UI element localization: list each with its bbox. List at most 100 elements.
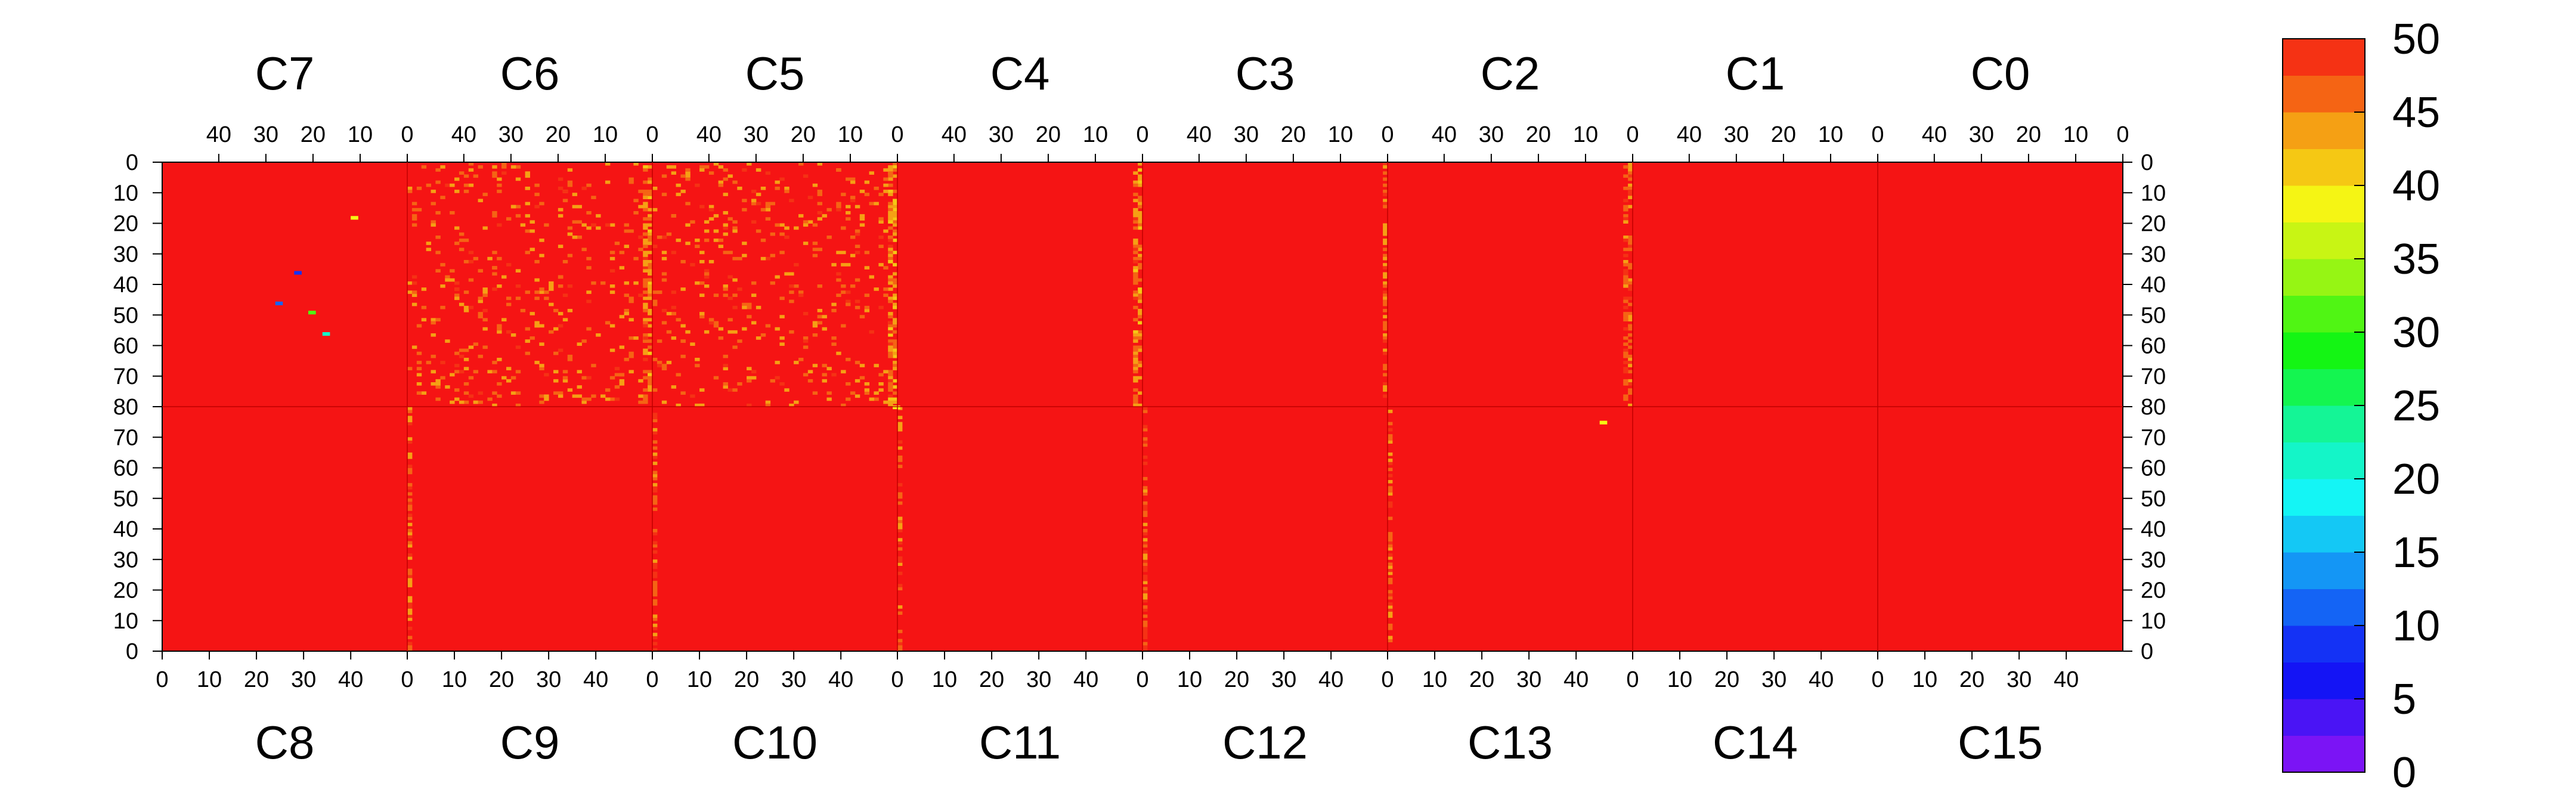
hot-cell — [652, 636, 658, 639]
speckle-cell — [577, 220, 582, 224]
bottom-x-tick-label: 10 — [1667, 667, 1692, 692]
speckle-cell — [549, 302, 554, 306]
speckle-cell — [859, 315, 865, 318]
right-y-tick-label: 40 — [2141, 517, 2166, 542]
hot-cell — [1623, 348, 1628, 352]
top-x-tick-label: 10 — [1818, 122, 1843, 147]
hot-cell — [1133, 305, 1138, 309]
top-x-tick-label: 30 — [1724, 122, 1749, 147]
speckle-cell — [596, 226, 601, 230]
right-y-tick-label: 10 — [2141, 181, 2166, 206]
speckle-cell — [431, 223, 436, 227]
speckle-cell — [888, 330, 893, 334]
speckle-cell — [440, 165, 445, 169]
speckle-cell — [468, 168, 474, 172]
hot-cell — [1133, 275, 1138, 279]
speckle-cell — [874, 391, 879, 395]
bottom-x-tick-label: 20 — [979, 667, 1004, 692]
top-x-tick-label: 20 — [791, 122, 816, 147]
hot-cell — [1388, 602, 1393, 606]
speckle-cell — [817, 309, 823, 312]
speckle-cell — [478, 391, 483, 395]
colorbar-tick-label: 15 — [2392, 529, 2440, 577]
hot-cell — [1383, 394, 1388, 398]
hot-cell — [652, 529, 658, 532]
speckle-cell — [468, 278, 474, 282]
hot-cell — [1623, 370, 1628, 374]
hot-cell — [1133, 403, 1138, 407]
speckle-cell — [841, 263, 846, 267]
speckle-cell — [567, 226, 573, 230]
speckle-cell — [770, 379, 775, 383]
hot-cell — [407, 419, 413, 423]
speckle-cell — [699, 168, 705, 172]
speckle-cell — [643, 339, 648, 343]
hot-cell — [652, 473, 658, 478]
speckle-cell — [567, 168, 573, 172]
hot-cell — [643, 358, 648, 361]
speckle-cell — [671, 214, 677, 218]
speckle-cell — [779, 232, 785, 236]
speckle-cell — [732, 278, 738, 282]
hot-cell — [652, 623, 658, 627]
speckle-cell — [723, 232, 728, 236]
hot-cell — [407, 596, 413, 600]
speckle-cell — [704, 239, 710, 242]
bottom-x-tick-label: 20 — [244, 667, 269, 692]
hot-cell — [1628, 284, 1633, 288]
bottom-x-tick-label: 10 — [442, 667, 467, 692]
speckle-cell — [539, 367, 544, 370]
hot-cell — [407, 556, 413, 560]
hot-cell — [1143, 532, 1148, 535]
hot-cell — [1623, 253, 1628, 258]
hot-cell — [643, 205, 648, 209]
speckle-cell — [657, 364, 662, 367]
speckle-cell — [525, 187, 530, 190]
hot-cell — [897, 519, 903, 524]
speckle-cell — [704, 272, 710, 276]
speckle-cell — [435, 385, 441, 389]
speckle-cell — [747, 302, 752, 306]
speckle-cell — [794, 226, 799, 230]
hot-cell — [652, 476, 658, 481]
speckle-cell — [765, 403, 771, 407]
speckle-cell — [454, 296, 460, 301]
speckle-cell — [676, 373, 681, 377]
hot-column-c6-1 — [643, 165, 648, 401]
hot-cell — [1133, 278, 1138, 282]
speckle-cell — [661, 309, 667, 312]
hot-cell — [1388, 568, 1393, 572]
speckle-cell — [482, 193, 488, 196]
speckle-cell — [600, 281, 606, 285]
hot-cell — [652, 550, 658, 554]
hot-cell — [1143, 486, 1148, 490]
hot-cell — [893, 220, 898, 224]
speckle-cell — [544, 394, 549, 398]
speckle-cell — [468, 376, 474, 380]
speckle-cell — [463, 239, 469, 242]
speckle-cell — [737, 256, 742, 261]
hot-cell — [1628, 361, 1633, 364]
hot-cell — [1623, 208, 1628, 212]
speckle-cell — [854, 394, 860, 398]
hot-cell — [1133, 394, 1138, 398]
hot-cell — [1138, 253, 1143, 258]
hot-cell — [1628, 382, 1633, 386]
hot-cell — [643, 324, 648, 328]
speckle-cell — [671, 312, 677, 315]
colorbar-tick-label: 50 — [2392, 16, 2440, 63]
speckle-cell — [506, 263, 512, 267]
speckle-cell — [794, 400, 799, 404]
hot-cell — [1138, 391, 1143, 395]
speckle-cell — [713, 324, 719, 328]
speckle-cell — [586, 256, 592, 261]
speckle-cell — [463, 382, 469, 386]
hot-cell — [1133, 290, 1138, 294]
hot-cell — [1623, 214, 1628, 218]
hot-cell — [648, 214, 653, 218]
hot-cell — [1143, 410, 1148, 413]
speckle-cell — [864, 388, 870, 392]
hot-cell — [1628, 247, 1633, 252]
hot-cell — [1133, 239, 1138, 242]
speckle-cell — [459, 348, 465, 352]
